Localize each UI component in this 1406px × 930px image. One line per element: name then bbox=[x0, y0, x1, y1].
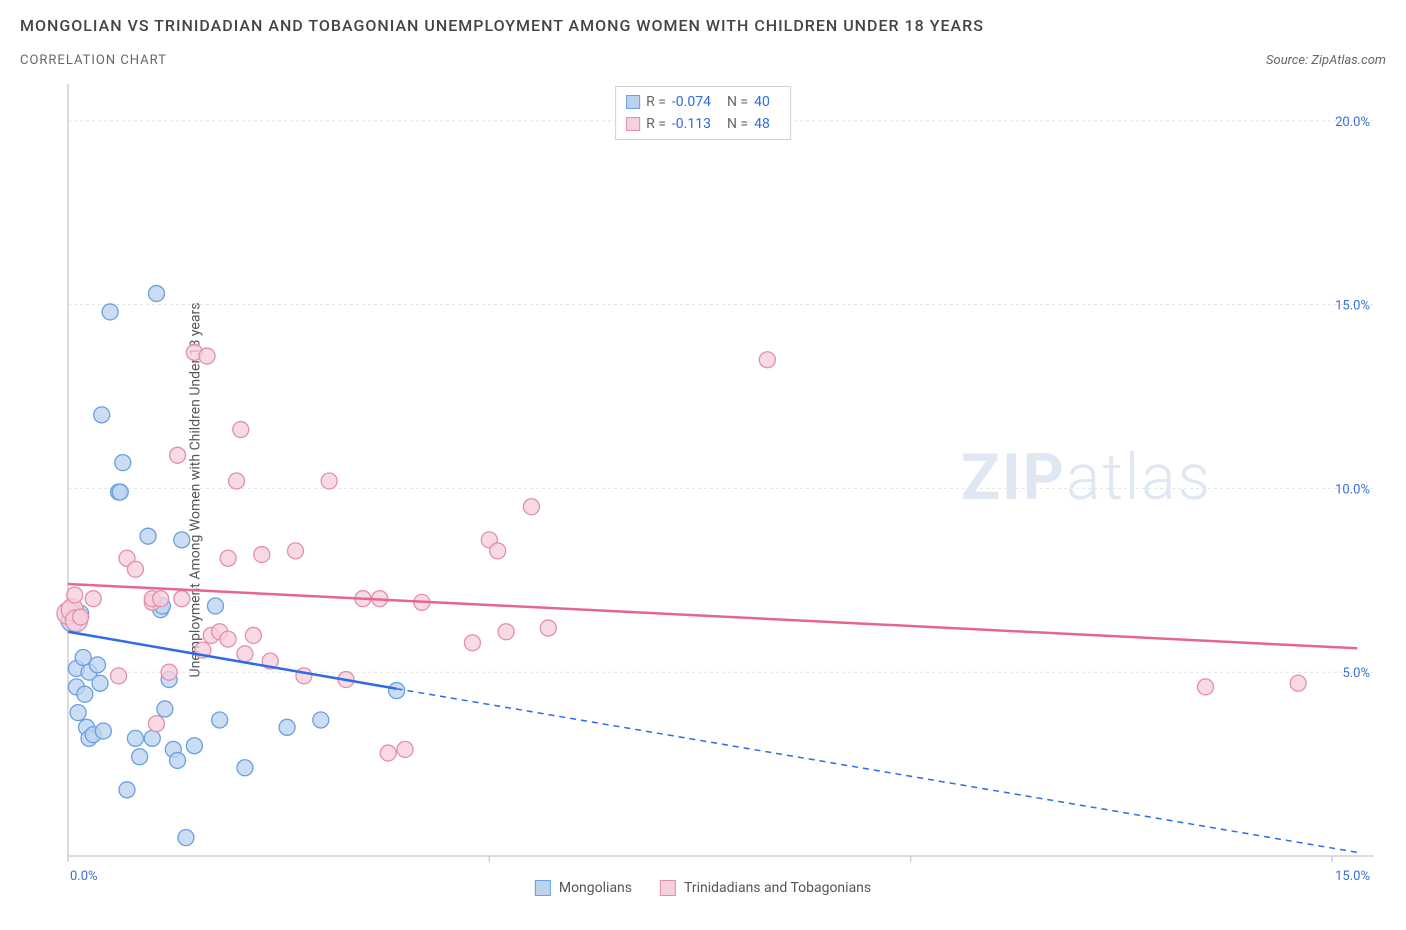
data-point-mongolians bbox=[92, 675, 108, 691]
trend-extrap-mongolians bbox=[397, 689, 1358, 853]
data-point-mongolians bbox=[178, 830, 194, 846]
legend-swatch-icon bbox=[535, 880, 551, 896]
data-point-trinidadians bbox=[220, 550, 236, 566]
stat-r-label: R = bbox=[646, 94, 666, 110]
data-point-mongolians bbox=[102, 304, 118, 320]
data-point-trinidadians bbox=[321, 473, 337, 489]
source-label: Source: ZipAtlas.com bbox=[1266, 53, 1386, 68]
data-point-mongolians bbox=[95, 723, 111, 739]
data-point-trinidadians bbox=[229, 473, 245, 489]
data-point-trinidadians bbox=[759, 352, 775, 368]
x-tick-label: 0.0% bbox=[70, 869, 98, 884]
data-point-mongolians bbox=[89, 657, 105, 673]
data-point-trinidadians bbox=[540, 620, 556, 636]
data-point-mongolians bbox=[70, 705, 86, 721]
data-point-mongolians bbox=[140, 528, 156, 544]
data-point-trinidadians bbox=[127, 561, 143, 577]
data-point-mongolians bbox=[174, 532, 190, 548]
chart-subtitle: CORRELATION CHART bbox=[20, 53, 167, 68]
y-tick-label: 10.0% bbox=[1335, 482, 1370, 497]
series-swatch-icon bbox=[626, 117, 640, 131]
y-tick-label: 5.0% bbox=[1342, 666, 1370, 681]
correlation-stats-box: R = -0.074 N = 40 R = -0.113 N = 48 bbox=[615, 86, 791, 140]
data-point-mongolians bbox=[144, 730, 160, 746]
y-tick-label: 15.0% bbox=[1335, 299, 1370, 314]
stat-n-value: 40 bbox=[754, 94, 770, 110]
data-point-trinidadians bbox=[1197, 679, 1213, 695]
data-point-mongolians bbox=[148, 286, 164, 302]
data-point-trinidadians bbox=[170, 447, 186, 463]
data-point-trinidadians bbox=[1290, 675, 1306, 691]
data-point-mongolians bbox=[389, 683, 405, 699]
data-point-mongolians bbox=[115, 455, 131, 471]
data-point-trinidadians bbox=[245, 627, 261, 643]
data-point-trinidadians bbox=[254, 547, 270, 563]
data-point-trinidadians bbox=[233, 422, 249, 438]
series-swatch-icon bbox=[626, 95, 640, 109]
data-point-mongolians bbox=[157, 701, 173, 717]
stat-row-mongolians: R = -0.074 N = 40 bbox=[626, 91, 780, 113]
data-point-mongolians bbox=[186, 738, 202, 754]
data-point-trinidadians bbox=[153, 591, 169, 607]
stat-n-label: N = bbox=[727, 94, 748, 110]
data-point-trinidadians bbox=[161, 664, 177, 680]
chart-svg: 5.0% 10.0% 15.0% 20.0% 0.0% 15.0% bbox=[14, 80, 1392, 900]
data-point-trinidadians bbox=[73, 609, 89, 625]
data-point-mongolians bbox=[94, 407, 110, 423]
data-point-mongolians bbox=[313, 712, 329, 728]
data-point-trinidadians bbox=[296, 668, 312, 684]
x-tick-label: 15.0% bbox=[1335, 869, 1370, 884]
data-point-trinidadians bbox=[111, 668, 127, 684]
stat-row-trinidadians: R = -0.113 N = 48 bbox=[626, 113, 780, 135]
data-point-trinidadians bbox=[523, 499, 539, 515]
data-point-mongolians bbox=[212, 712, 228, 728]
correlation-chart: Unemployment Among Women with Children U… bbox=[14, 80, 1392, 900]
legend: Mongolians Trinidadians and Tobagonians bbox=[535, 880, 871, 896]
data-point-trinidadians bbox=[464, 635, 480, 651]
data-point-mongolians bbox=[119, 782, 135, 798]
data-point-mongolians bbox=[75, 649, 91, 665]
stat-n-label: N = bbox=[727, 116, 748, 132]
data-point-trinidadians bbox=[237, 646, 253, 662]
data-point-trinidadians bbox=[397, 741, 413, 757]
stat-r-value: -0.113 bbox=[672, 116, 711, 132]
data-point-trinidadians bbox=[380, 745, 396, 761]
data-point-mongolians bbox=[132, 749, 148, 765]
data-point-trinidadians bbox=[199, 348, 215, 364]
data-point-trinidadians bbox=[85, 591, 101, 607]
data-point-trinidadians bbox=[174, 591, 190, 607]
y-tick-label: 20.0% bbox=[1335, 115, 1370, 130]
stat-r-value: -0.074 bbox=[672, 94, 711, 110]
data-point-trinidadians bbox=[287, 543, 303, 559]
data-point-mongolians bbox=[279, 719, 295, 735]
data-point-mongolians bbox=[77, 686, 93, 702]
data-point-trinidadians bbox=[67, 587, 83, 603]
data-point-mongolians bbox=[127, 730, 143, 746]
data-point-trinidadians bbox=[498, 624, 514, 640]
data-point-trinidadians bbox=[148, 716, 164, 732]
page-title: MONGOLIAN VS TRINIDADIAN AND TOBAGONIAN … bbox=[20, 16, 1386, 35]
data-point-mongolians bbox=[112, 484, 128, 500]
legend-swatch-icon bbox=[660, 880, 676, 896]
data-point-trinidadians bbox=[490, 543, 506, 559]
legend-label: Mongolians bbox=[559, 880, 632, 896]
data-point-mongolians bbox=[170, 752, 186, 768]
legend-item: Mongolians bbox=[535, 880, 632, 896]
data-point-trinidadians bbox=[220, 631, 236, 647]
legend-label: Trinidadians and Tobagonians bbox=[684, 880, 871, 896]
legend-item: Trinidadians and Tobagonians bbox=[660, 880, 871, 896]
data-point-mongolians bbox=[237, 760, 253, 776]
stat-r-label: R = bbox=[646, 116, 666, 132]
data-point-mongolians bbox=[207, 598, 223, 614]
stat-n-value: 48 bbox=[754, 116, 770, 132]
